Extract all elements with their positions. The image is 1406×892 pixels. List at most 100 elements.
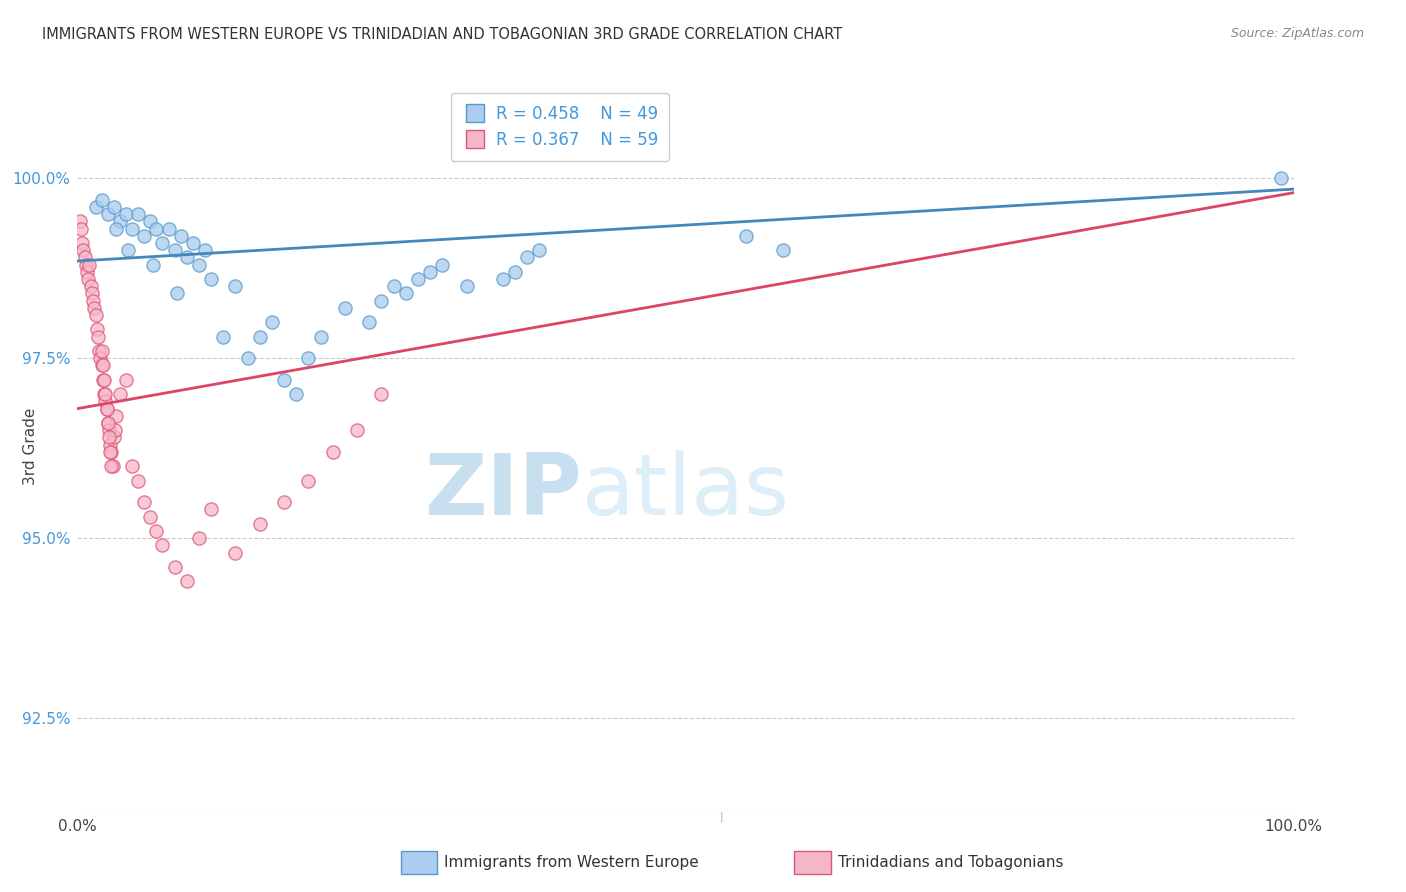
Point	[97, 207, 120, 221]
Text: Source: ZipAtlas.com: Source: ZipAtlas.com	[1230, 27, 1364, 40]
Point	[395, 286, 418, 301]
Point	[69, 214, 91, 228]
Point	[188, 258, 211, 272]
Point	[80, 286, 103, 301]
Point	[309, 329, 332, 343]
Point	[127, 474, 149, 488]
Point	[101, 459, 124, 474]
Point	[105, 409, 128, 423]
Point	[83, 301, 105, 315]
Point	[359, 315, 381, 329]
Text: ZIP: ZIP	[425, 450, 582, 533]
Point	[492, 272, 515, 286]
Point	[181, 236, 204, 251]
Text: 3rd Grade: 3rd Grade	[24, 408, 38, 484]
Point	[97, 430, 120, 444]
Point	[346, 423, 368, 437]
Point	[100, 445, 122, 459]
Point	[166, 286, 188, 301]
Text: atlas: atlas	[582, 450, 790, 533]
Point	[772, 244, 794, 258]
Point	[176, 574, 198, 589]
Point	[94, 394, 117, 409]
Point	[456, 279, 478, 293]
Point	[86, 322, 108, 336]
Point	[89, 351, 111, 366]
Point	[194, 244, 217, 258]
Point	[98, 445, 121, 459]
Point	[93, 373, 115, 387]
Point	[96, 401, 118, 416]
Point	[115, 207, 138, 221]
Point	[134, 228, 156, 243]
Point	[432, 258, 454, 272]
Text: |: |	[720, 812, 723, 822]
Point	[142, 258, 165, 272]
Point	[419, 265, 441, 279]
Point	[96, 401, 118, 416]
Point	[87, 329, 110, 343]
Point	[145, 524, 167, 538]
Point	[200, 502, 222, 516]
Point	[108, 214, 131, 228]
Point	[145, 221, 167, 235]
Point	[80, 279, 103, 293]
Point	[163, 244, 186, 258]
Point	[406, 272, 429, 286]
Point	[84, 308, 107, 322]
Point	[91, 359, 114, 373]
Point	[333, 301, 356, 315]
Point	[297, 351, 319, 366]
Point	[285, 387, 308, 401]
Point	[97, 423, 120, 437]
Point	[89, 344, 111, 359]
Point	[152, 538, 174, 552]
Point	[152, 236, 174, 251]
Point	[108, 387, 131, 401]
Point	[105, 221, 128, 235]
Point	[224, 546, 246, 560]
Point	[370, 387, 392, 401]
Point	[75, 258, 97, 272]
Point	[79, 258, 101, 272]
Point	[322, 445, 344, 459]
Point	[121, 459, 143, 474]
Point	[100, 459, 122, 474]
Point	[91, 373, 114, 387]
Point	[103, 430, 125, 444]
Point	[115, 373, 138, 387]
Point	[82, 293, 104, 308]
Point	[98, 437, 121, 451]
Point	[90, 193, 112, 207]
Point	[76, 265, 98, 279]
Point	[90, 344, 112, 359]
Point	[224, 279, 246, 293]
Point	[70, 236, 93, 251]
Point	[735, 228, 758, 243]
Point	[77, 272, 100, 286]
Point	[134, 495, 156, 509]
Point	[273, 495, 295, 509]
Point	[157, 221, 180, 235]
Point	[93, 387, 115, 401]
Point	[1270, 171, 1292, 186]
Point	[273, 373, 295, 387]
Point	[529, 244, 551, 258]
Point	[139, 509, 162, 524]
Point	[139, 214, 162, 228]
Point	[104, 423, 127, 437]
Point	[72, 244, 94, 258]
Point	[90, 359, 112, 373]
Point	[212, 329, 235, 343]
Point	[163, 560, 186, 574]
Point	[236, 351, 259, 366]
Point	[170, 228, 193, 243]
Legend: R = 0.458    N = 49, R = 0.367    N = 59: R = 0.458 N = 49, R = 0.367 N = 59	[450, 93, 669, 161]
Point	[84, 200, 107, 214]
Point	[117, 244, 139, 258]
Point	[382, 279, 405, 293]
Point	[176, 251, 198, 265]
Point	[127, 207, 149, 221]
Point	[249, 516, 271, 531]
Point	[297, 474, 319, 488]
